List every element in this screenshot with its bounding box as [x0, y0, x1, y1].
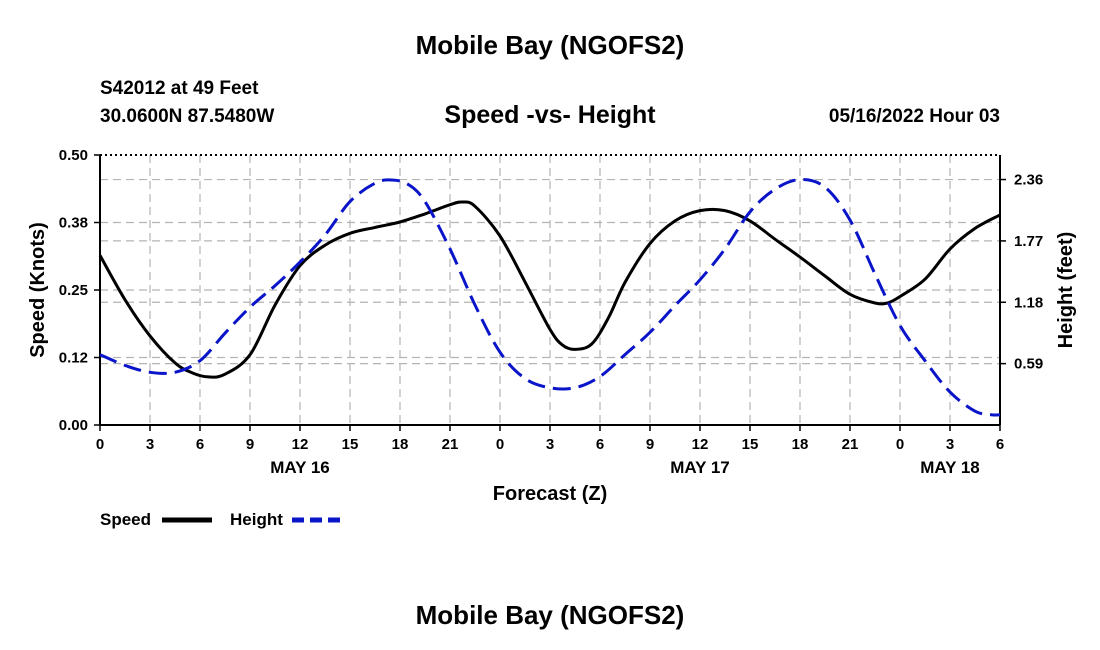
coordinates-label: 30.0600N 87.5480W [100, 106, 275, 127]
footer-title: Mobile Bay (NGOFS2) [415, 600, 685, 630]
y-right-tick-label: 0.59 [1014, 356, 1043, 373]
x-tick-label: 6 [196, 436, 204, 453]
y-right-tick-label: 2.36 [1014, 172, 1043, 189]
x-tick-label: 0 [96, 436, 104, 453]
y-right-tick-label: 1.77 [1014, 233, 1043, 250]
page-title: Mobile Bay (NGOFS2) [415, 30, 685, 60]
x-axis-label: Forecast (Z) [493, 483, 607, 505]
legend-speed-label: Speed [100, 510, 151, 529]
y-left-tick-label: 0.38 [59, 215, 88, 232]
y-axis-right-label: Height (feet) [1055, 232, 1077, 349]
x-tick-label: 21 [842, 436, 859, 453]
x-tick-label: 15 [342, 436, 359, 453]
x-tick-label: 6 [996, 436, 1004, 453]
x-tick-label: 18 [792, 436, 809, 453]
y-left-tick-label: 0.50 [59, 147, 88, 164]
x-tick-label: 0 [896, 436, 904, 453]
y-left-tick-label: 0.25 [59, 282, 88, 299]
data-series [98, 177, 1001, 417]
forecast-datetime: 05/16/2022 Hour 03 [828, 106, 1000, 127]
chart-title: Speed -vs- Height [444, 101, 656, 129]
y-right-tick-label: 1.18 [1014, 294, 1043, 311]
x-date-label: MAY 16 [270, 458, 330, 477]
legend-height-label: Height [230, 510, 283, 529]
axis-ticks: 0 3 6 9 12 15 18 21 0 3 6 9 12 15 18 21 0 3 6 MAY 16 MAY 17 M… [59, 147, 1043, 477]
x-tick-label: 3 [946, 436, 954, 453]
x-tick-label: 12 [692, 436, 709, 453]
x-date-label: MAY 17 [670, 458, 730, 477]
series-line-speed [98, 200, 1001, 379]
y-axis-left-label: Speed (Knots) [27, 222, 49, 358]
grid-lines [100, 155, 1000, 425]
x-tick-label: 0 [496, 436, 504, 453]
x-tick-label: 15 [742, 436, 759, 453]
x-tick-label: 9 [246, 436, 254, 453]
station-label: S42012 at 49 Feet [100, 78, 259, 99]
x-tick-label: 6 [596, 436, 604, 453]
x-tick-label: 3 [146, 436, 154, 453]
series-line-height [99, 177, 1001, 417]
x-tick-label: 18 [392, 436, 409, 453]
x-date-label: MAY 18 [920, 458, 980, 477]
speed-height-chart: 0 3 6 9 12 15 18 21 0 3 6 9 12 15 18 21 0 3 6 MAY 16 MAY 17 M… [27, 147, 1077, 529]
x-tick-label: 3 [546, 436, 554, 453]
y-left-tick-label: 0.00 [59, 417, 88, 434]
legend: Speed Height [100, 510, 342, 529]
y-left-tick-label: 0.12 [59, 350, 88, 367]
x-tick-label: 9 [646, 436, 654, 453]
x-tick-label: 12 [292, 436, 309, 453]
x-tick-label: 21 [442, 436, 459, 453]
